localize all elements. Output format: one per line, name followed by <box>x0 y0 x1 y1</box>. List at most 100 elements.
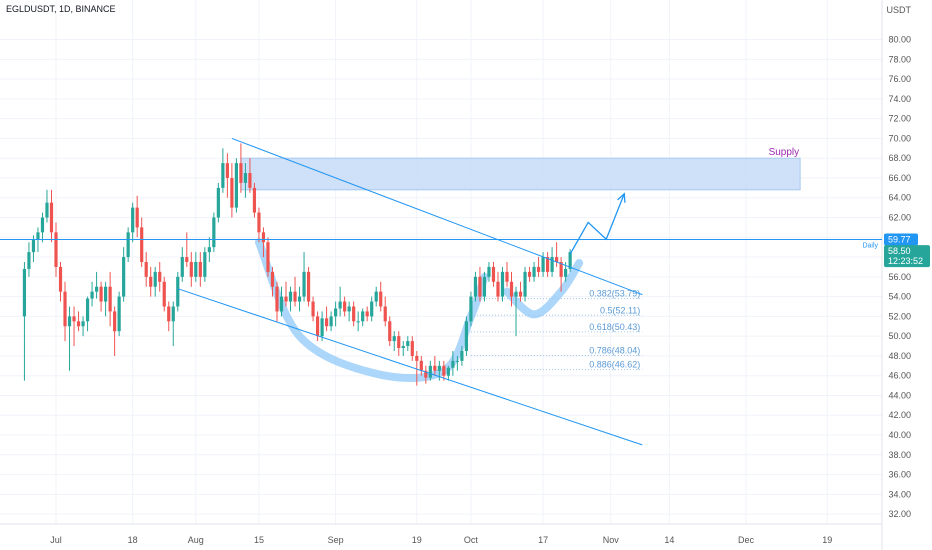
candle-body <box>76 321 81 327</box>
time-tick-label: Sep <box>328 535 344 545</box>
time-tick-label: 14 <box>664 535 674 545</box>
candle <box>514 286 518 337</box>
candle-body <box>162 281 166 307</box>
candle-body <box>415 355 419 361</box>
candle <box>85 296 90 332</box>
trend-drawings[interactable] <box>177 137 643 446</box>
candle <box>325 306 329 332</box>
candle-body <box>257 212 261 233</box>
candle <box>180 247 184 282</box>
price-scale[interactable]: USDT 32.00 34.00 36.00 38.00 40.00 42.00 44.00… <box>0 0 912 550</box>
candle <box>225 153 229 198</box>
candle <box>230 163 234 218</box>
candle-body <box>248 173 252 188</box>
candle <box>388 316 392 347</box>
candle-body <box>334 308 338 317</box>
candle <box>104 281 108 317</box>
candle <box>500 266 505 302</box>
currency-label: USDT <box>887 5 912 15</box>
candle <box>76 311 81 332</box>
candle-body <box>36 232 40 240</box>
candle-body <box>266 242 270 272</box>
candle-body <box>555 257 559 262</box>
candle-body <box>104 286 108 302</box>
candle-body <box>284 296 288 302</box>
candle <box>455 355 459 371</box>
price-tick-label: 62.00 <box>888 213 911 223</box>
price-tick-label: 70.00 <box>888 133 911 143</box>
fib-level-label: 0.382(53.79) <box>589 289 640 299</box>
daily-level-badge <box>884 233 918 246</box>
candle-body <box>45 202 49 218</box>
handle-curve <box>503 258 584 319</box>
candle <box>518 281 523 302</box>
time-tick-label: Oct <box>464 535 479 545</box>
candle <box>58 262 63 302</box>
candle-body <box>67 316 72 327</box>
candle-body <box>496 281 500 297</box>
candle <box>505 262 509 287</box>
candle-body <box>185 257 189 262</box>
candle <box>203 247 207 282</box>
candle <box>288 286 293 312</box>
supply-zone-group[interactable]: Supply <box>240 147 801 191</box>
candle <box>410 336 414 361</box>
price-tick-label: 56.00 <box>888 272 911 282</box>
candle-body <box>329 316 333 327</box>
candle-body <box>392 336 396 342</box>
candle <box>212 212 216 253</box>
candle-body <box>252 187 257 213</box>
candle <box>356 311 360 332</box>
candle-body <box>315 316 320 337</box>
candle-body <box>207 247 211 253</box>
candle-body <box>153 271 157 287</box>
supply-zone[interactable] <box>240 157 801 191</box>
candle-body <box>221 163 225 188</box>
candle <box>545 252 550 277</box>
candle <box>158 262 162 292</box>
time-tick-label: 19 <box>412 535 422 545</box>
time-tick-label: Dec <box>738 535 755 545</box>
candle-body <box>117 296 121 332</box>
time-scale[interactable]: Jul 18 Aug 15 Sep 19 Oct 17 Nov 14 Dec 19 <box>50 535 832 545</box>
candle <box>379 281 383 312</box>
channel-line-lower[interactable] <box>177 288 643 446</box>
candle <box>482 271 487 302</box>
fibonacci-retracement[interactable]: 0.382(53.79) 0.5(52.11) 0.618(50.43) 0.786(… <box>470 289 643 371</box>
candle-body <box>505 271 509 282</box>
price-tick-label: 50.00 <box>888 331 911 341</box>
candle-body <box>261 232 266 243</box>
candle-body <box>406 341 410 347</box>
candle <box>117 291 121 337</box>
candle-body <box>550 257 554 272</box>
candle <box>437 360 441 381</box>
channel-line-upper[interactable] <box>231 137 643 296</box>
price-tick-label: 64.00 <box>888 193 911 203</box>
candle-body <box>455 360 459 362</box>
candle <box>460 346 464 366</box>
price-tick-label: 34.00 <box>888 489 911 499</box>
candle-body <box>487 266 491 277</box>
price-tick-label: 42.00 <box>888 410 911 420</box>
candle-body <box>194 262 198 277</box>
candle-body <box>509 281 514 297</box>
candle <box>302 252 306 302</box>
candle <box>523 266 527 302</box>
candle-body <box>491 266 496 282</box>
current-price-value: 58.50 <box>888 246 911 256</box>
candle-body <box>126 232 130 258</box>
price-tick-label: 80.00 <box>888 35 911 45</box>
candle <box>171 301 175 347</box>
candle <box>293 276 297 307</box>
candle <box>243 163 248 198</box>
candle-body <box>564 268 568 277</box>
fib-level-label: 0.886(46.62) <box>589 360 640 370</box>
projection-path[interactable] <box>569 193 625 255</box>
candle-body <box>279 296 284 312</box>
candle <box>135 195 139 238</box>
candle-body <box>288 291 293 302</box>
candle-body <box>94 286 99 292</box>
candle <box>94 271 99 299</box>
candle <box>67 306 72 371</box>
